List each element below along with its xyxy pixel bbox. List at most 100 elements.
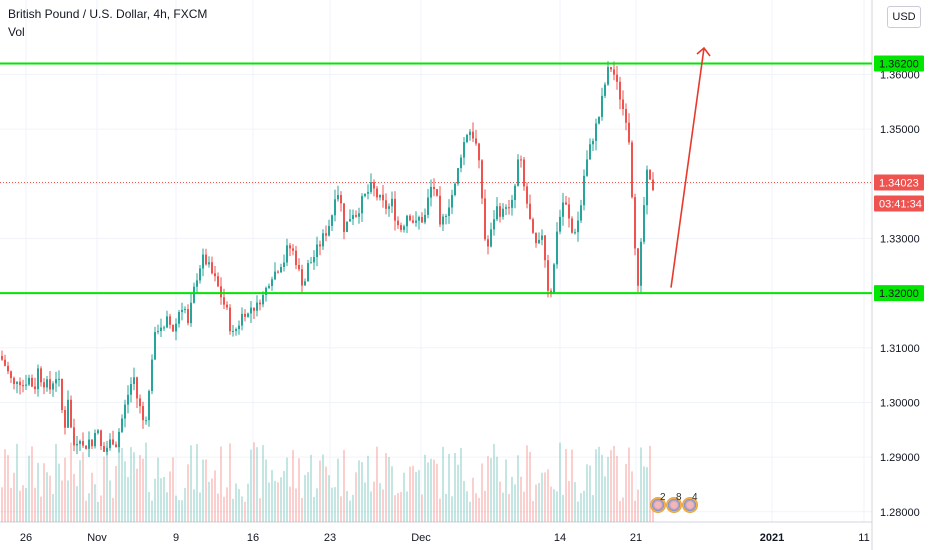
volume-bar <box>502 492 504 522</box>
volume-bar <box>394 495 396 522</box>
event-flag-icon[interactable] <box>650 497 666 513</box>
volume-bar <box>586 464 588 522</box>
candle-body <box>625 109 627 123</box>
candle-body <box>268 285 270 288</box>
event-count: 4 <box>692 492 698 503</box>
volume-bar <box>427 462 429 522</box>
volume-bar <box>442 446 444 522</box>
candle-body <box>106 448 108 452</box>
event-flag-icon[interactable] <box>666 497 682 513</box>
candle-body <box>469 131 471 135</box>
candle-body <box>271 279 273 286</box>
candle-body <box>517 159 519 186</box>
candle-body <box>94 432 96 447</box>
volume-bar <box>112 497 114 522</box>
candle-body <box>19 381 21 386</box>
last-price-label-bg <box>874 174 924 191</box>
candle-body <box>592 140 594 145</box>
volume-bar <box>172 457 174 522</box>
volume-bar <box>166 492 168 522</box>
volume-bar <box>331 487 333 522</box>
candle-body <box>58 378 60 380</box>
candle-body <box>490 229 492 247</box>
candle-body <box>76 443 78 446</box>
x-tick-label: 23 <box>324 532 336 544</box>
volume-bar <box>16 443 18 522</box>
volume-bar <box>406 491 408 522</box>
candle-body <box>460 157 462 169</box>
candle-body <box>616 74 618 82</box>
volume-bar <box>163 476 165 522</box>
candle-body <box>457 168 459 184</box>
candle-body <box>49 379 51 390</box>
candle-body <box>451 195 453 208</box>
candle-body <box>301 269 303 286</box>
candle-body <box>133 377 135 385</box>
candle-body <box>544 235 546 261</box>
projection-arrow <box>670 46 711 288</box>
volume-bar <box>634 500 636 522</box>
y-tick-label: 1.30000 <box>880 397 920 409</box>
candle-body <box>328 225 330 236</box>
volume-bar <box>349 500 351 522</box>
time-axis: 26 Nov 9 16 23 Dec 14 21 2021 11 <box>20 532 870 544</box>
candle-body <box>598 116 600 124</box>
candle-body <box>238 325 240 330</box>
volume-bar <box>268 482 270 522</box>
candle-body <box>637 248 639 286</box>
volume-bar <box>43 463 45 522</box>
candle-body <box>55 379 57 384</box>
candle-body <box>325 233 327 236</box>
volume-bar <box>490 458 492 522</box>
y-tick-label: 1.28000 <box>880 507 920 519</box>
candle-body <box>310 262 312 264</box>
candle-body <box>178 312 180 324</box>
volume-bar <box>154 478 156 522</box>
volume-bar <box>496 456 498 522</box>
candle-body <box>91 439 93 447</box>
x-tick-label: 9 <box>173 532 179 544</box>
candle-body <box>349 219 351 222</box>
candle-body <box>436 189 438 196</box>
candle-body <box>604 84 606 96</box>
y-tick-label: 1.29000 <box>880 452 920 464</box>
volume-bar <box>553 489 555 522</box>
candle-body <box>568 204 570 219</box>
volume-bar <box>460 447 462 522</box>
volume-bar <box>82 452 84 522</box>
x-tick-label: Dec <box>411 532 431 544</box>
candle-body <box>259 302 261 305</box>
candle-body <box>646 169 648 206</box>
volume-bar <box>556 491 558 522</box>
volume-bar <box>37 462 39 522</box>
volume-bar <box>178 500 180 522</box>
candle-body <box>124 404 126 419</box>
candle-body <box>256 302 258 311</box>
volume-bar <box>583 490 585 522</box>
volume-bar <box>94 484 96 522</box>
candle-body <box>307 263 309 282</box>
candle-body <box>448 207 450 216</box>
candlestick-series <box>1 61 654 458</box>
currency-button[interactable]: USD <box>887 6 921 28</box>
candle-body <box>439 195 441 225</box>
candle-body <box>496 206 498 220</box>
volume-bar <box>175 495 177 522</box>
volume-bar <box>637 489 639 522</box>
candle-body <box>265 287 267 295</box>
volume-bar <box>466 491 468 522</box>
volume-bar <box>10 487 12 522</box>
candle-body <box>613 69 615 75</box>
volume-bar <box>565 448 567 522</box>
event-flag-icon[interactable] <box>682 497 698 513</box>
volume-bar <box>484 490 486 522</box>
volume-indicator-label[interactable]: Vol <box>8 25 25 39</box>
volume-bar <box>121 448 123 522</box>
candle-body <box>226 304 228 308</box>
volume-bar <box>325 466 327 522</box>
candle-body <box>475 138 477 144</box>
candle-body <box>340 195 342 204</box>
volume-bar <box>646 467 648 522</box>
candle-body <box>505 207 507 209</box>
